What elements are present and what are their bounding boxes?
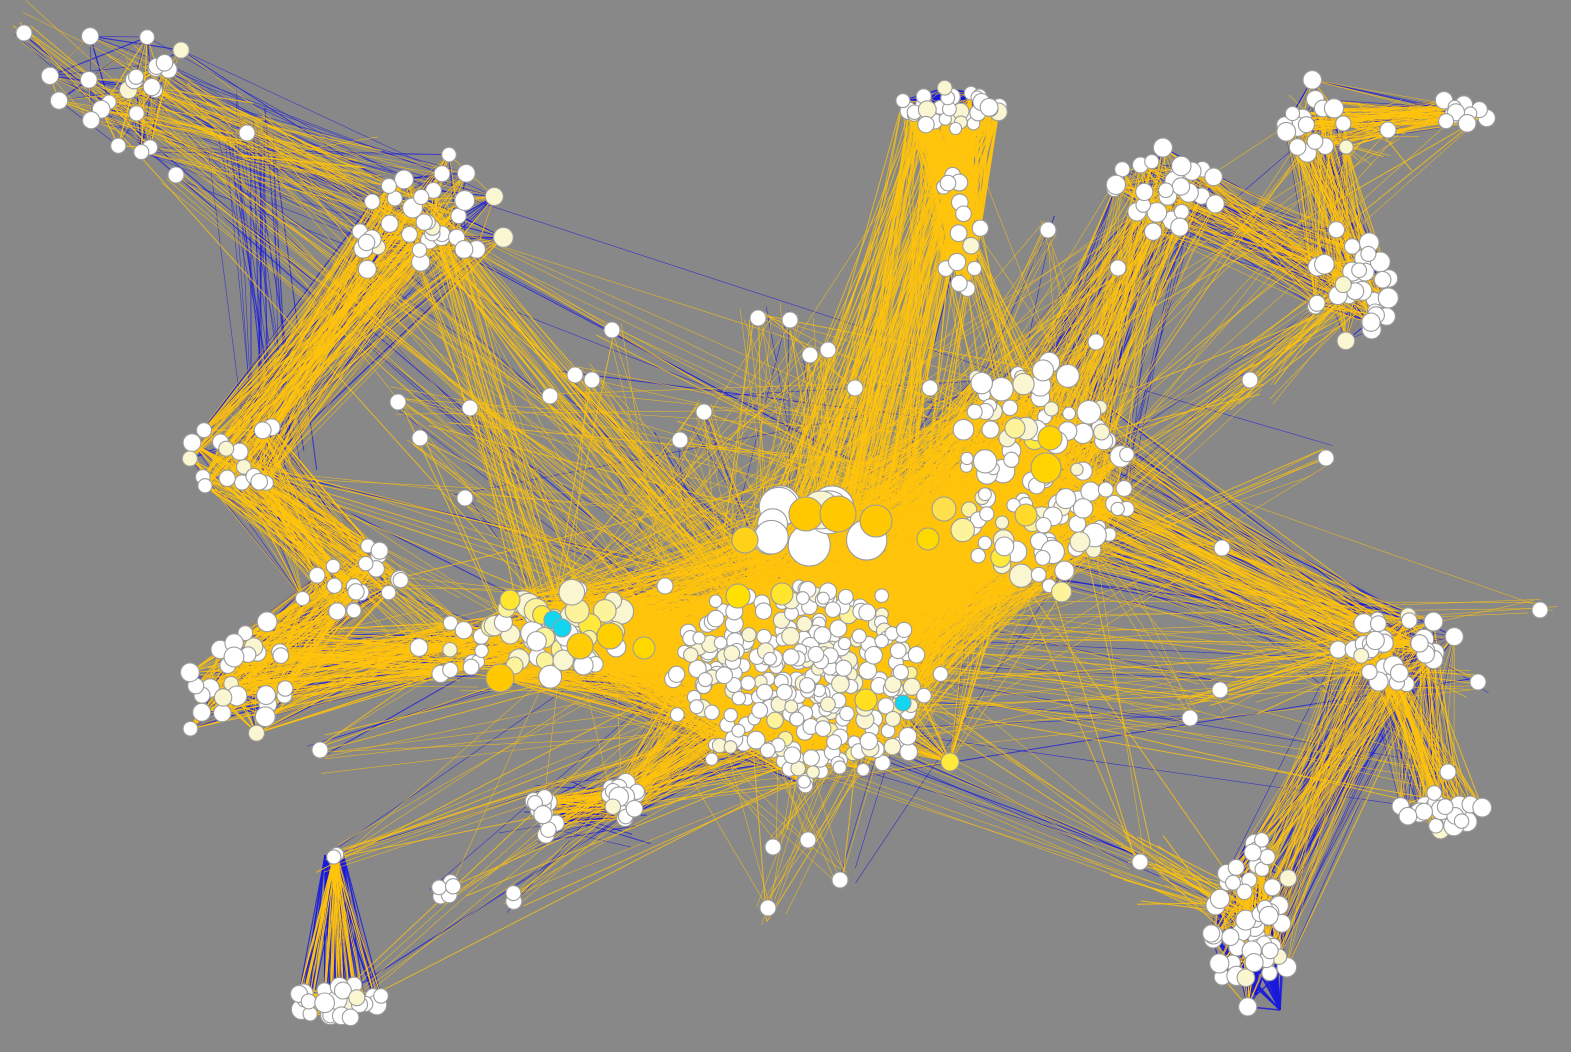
blue-edge bbox=[155, 68, 422, 198]
blue-edge bbox=[203, 201, 373, 431]
blue-edge bbox=[128, 89, 413, 209]
blue-edge bbox=[1126, 196, 1202, 455]
blue-edge bbox=[1266, 672, 1400, 946]
blue-edge bbox=[90, 35, 148, 38]
blue-edge bbox=[164, 62, 434, 191]
gold-edge bbox=[88, 36, 148, 81]
blue-edge bbox=[1049, 547, 1371, 645]
gold-edge bbox=[149, 90, 156, 148]
gold-edge bbox=[58, 100, 151, 148]
gold-edge bbox=[441, 173, 467, 234]
gold-edge bbox=[420, 196, 477, 250]
blue-edge bbox=[134, 79, 467, 174]
gold-edge bbox=[149, 69, 170, 148]
gold-edge bbox=[49, 75, 92, 121]
blue-edge bbox=[1226, 649, 1339, 874]
blue-edge bbox=[88, 79, 495, 197]
blue-edge bbox=[149, 147, 450, 155]
gold-edge bbox=[89, 35, 157, 67]
blue-edge bbox=[49, 36, 148, 77]
blue-edge bbox=[89, 35, 165, 64]
blue-edge bbox=[854, 741, 1236, 911]
blue-edge bbox=[168, 69, 443, 174]
gold-edge bbox=[49, 35, 91, 77]
blue-edge bbox=[805, 677, 1479, 787]
blue-edge bbox=[342, 852, 382, 997]
blue-edge bbox=[298, 854, 326, 995]
